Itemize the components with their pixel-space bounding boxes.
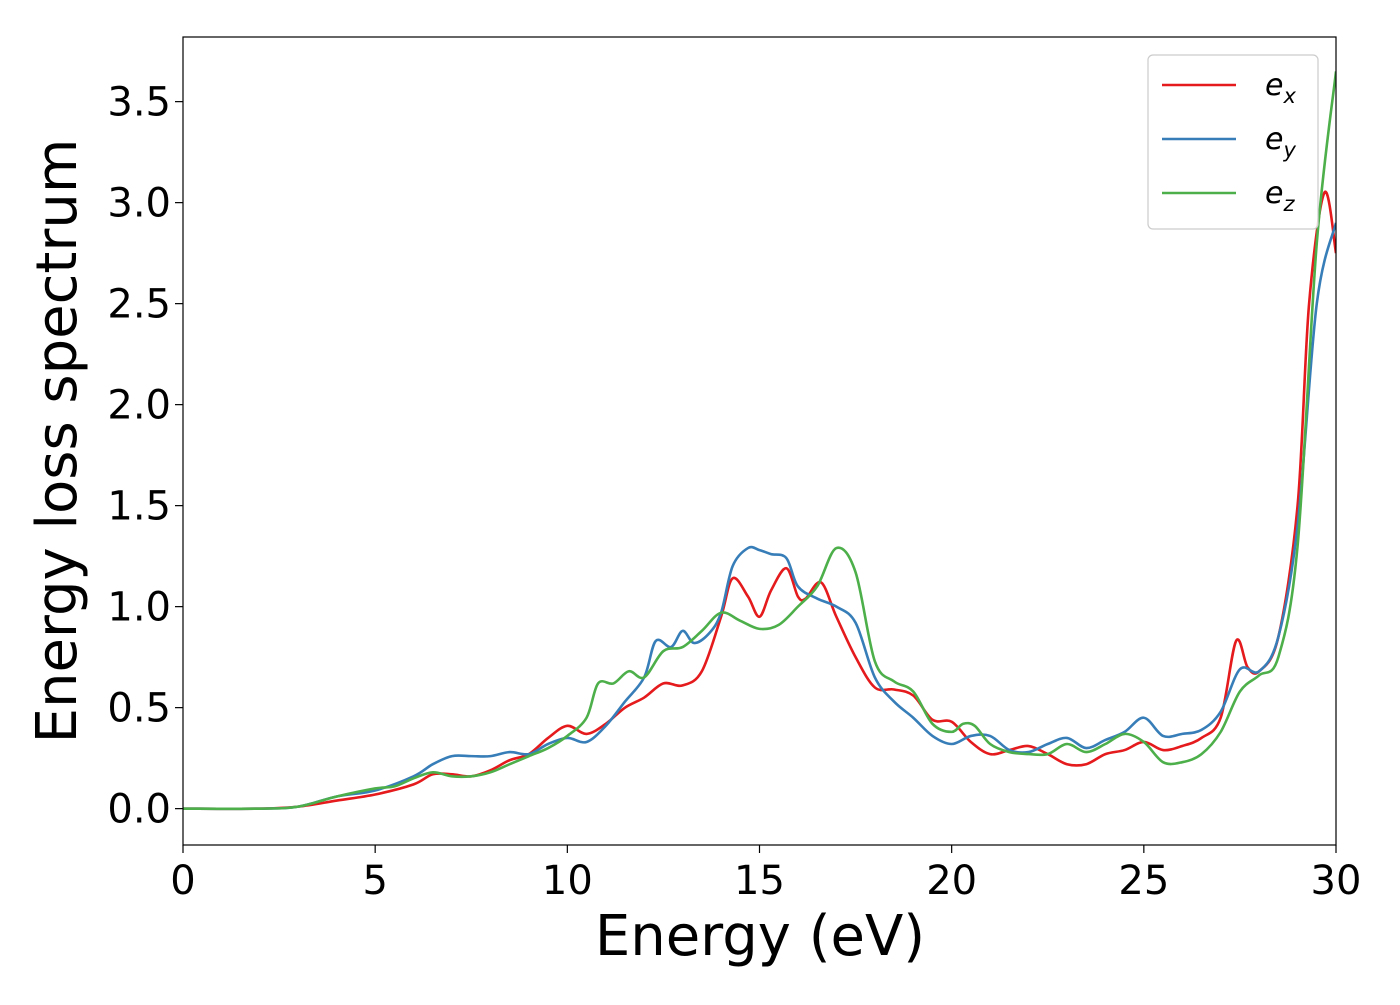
y-tick-label: 0.0 [107,787,171,833]
axes-layer: 0 5 10 15 20 25 30 0.0 0.5 1.0 1.5 2.0 2.5 3.0 3.5 [107,36,1362,904]
y-axis-title: Energy loss spectrum [25,139,90,744]
y-tick-label: 3.0 [107,181,171,227]
y-tick-label: 1.5 [107,484,171,530]
x-tick-label: 20 [926,858,977,904]
x-tick-label: 10 [542,858,593,904]
legend-subscript: x [1282,84,1296,108]
legend-subscript: z [1282,192,1295,216]
x-tick-label: 0 [170,858,195,904]
x-tick-label: 15 [734,858,785,904]
series-line-z [183,71,1336,811]
series-line-x [183,190,1336,811]
legend-label-x: ex [1265,68,1296,108]
series-line-y [183,222,1336,811]
legend-label-y: ey [1265,122,1296,162]
y-tick-label: 2.0 [107,383,171,429]
series-layer [183,71,1336,811]
x-tick-label: 25 [1118,858,1169,904]
legend-frame [1147,54,1319,230]
legend-subscript: y [1282,138,1296,162]
x-tick-label: 5 [362,858,387,904]
x-axis-title: Energy (eV) [595,904,925,969]
y-tick-label: 0.5 [107,686,171,732]
y-tick-label: 3.5 [107,80,171,126]
y-tick-label: 1.0 [107,585,171,631]
x-tick-label: 30 [1311,858,1362,904]
y-tick-label: 2.5 [107,282,171,328]
